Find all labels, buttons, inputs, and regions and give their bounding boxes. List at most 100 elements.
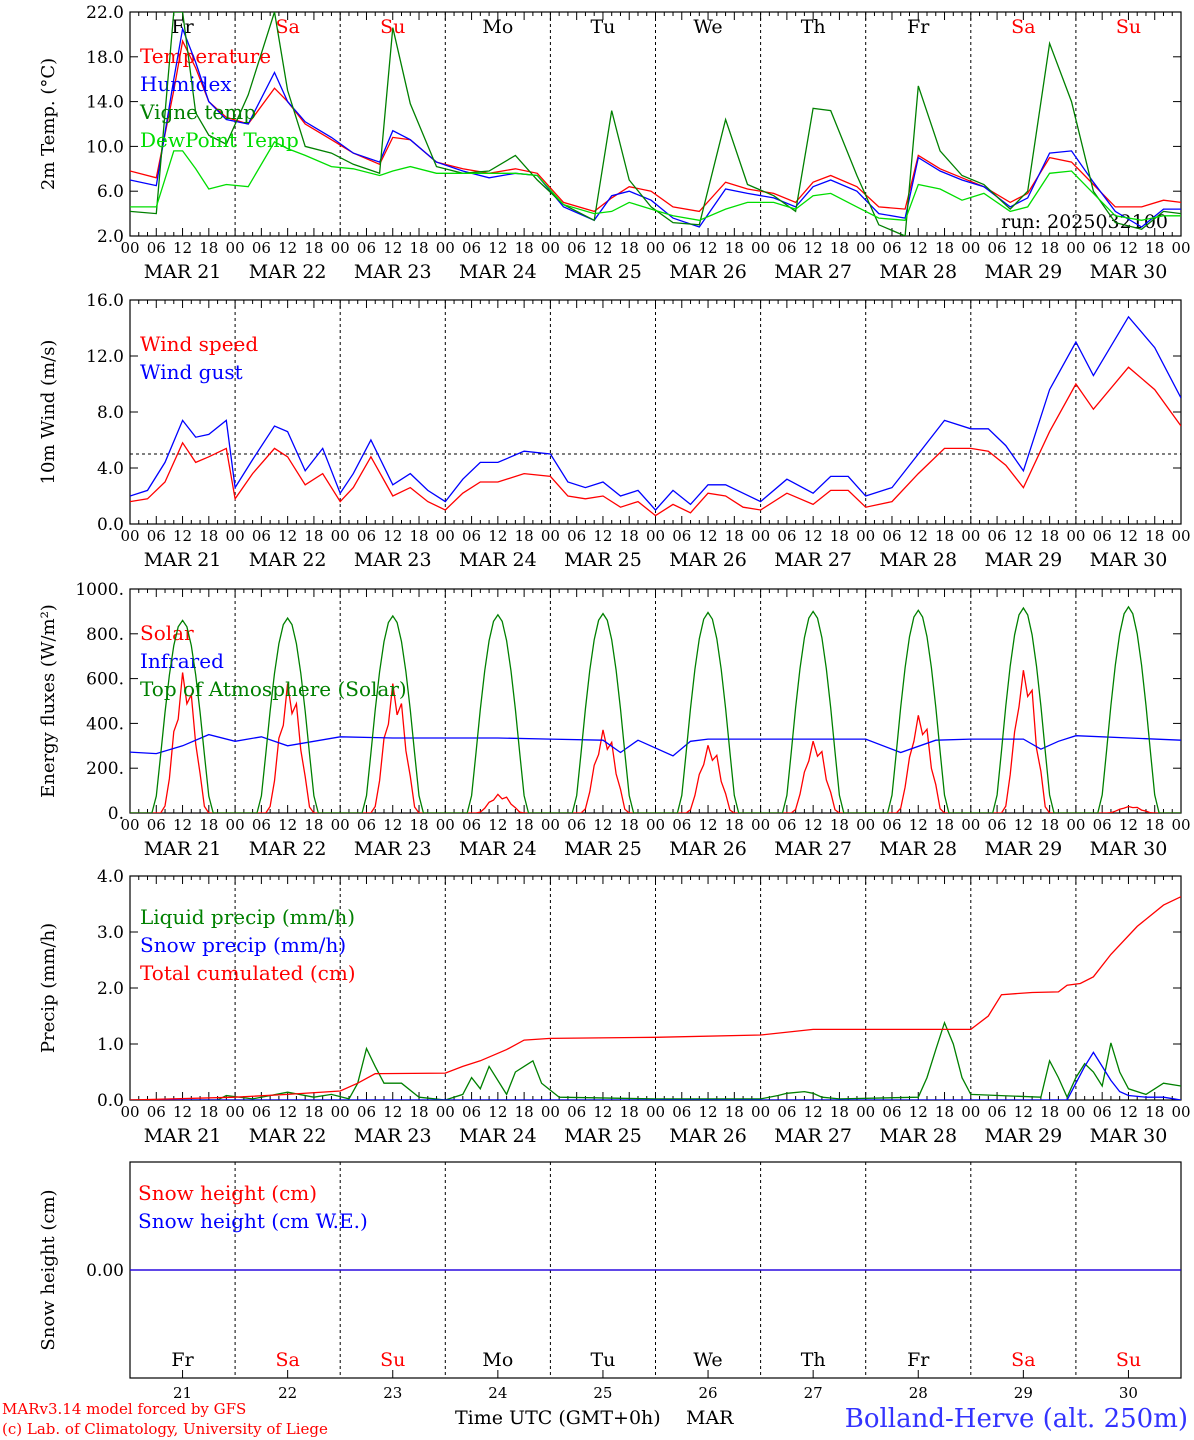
p3-hour-label: 06	[462, 816, 481, 834]
p3-hour-label: 12	[173, 816, 192, 834]
p2-hour-label: 18	[1145, 527, 1164, 545]
x-axis-month: MAR	[686, 1407, 734, 1429]
p1-hour-label: 12	[1119, 239, 1138, 257]
p1-legend-entry: Humidex	[140, 72, 232, 96]
p4-hour-label: 06	[567, 1103, 586, 1121]
p1-y-tick-label: 18.0	[86, 48, 124, 68]
p1-legend-entry: Temperature	[140, 44, 271, 68]
p3-hour-label: 00	[751, 816, 770, 834]
p1-hour-label: 06	[1093, 239, 1112, 257]
p4-series-line	[130, 1051, 1181, 1100]
p4-legend-entry: Total cumulated (cm)	[140, 961, 356, 985]
p2-legend-entry: Wind gust	[140, 360, 243, 384]
p3-hour-label: 18	[935, 816, 954, 834]
p3-hour-label: 18	[620, 816, 639, 834]
p1-hour-label: 06	[567, 239, 586, 257]
p1-hour-label: 00	[226, 239, 245, 257]
p2-hour-label: 06	[777, 527, 796, 545]
p1-hour-label: 00	[120, 239, 139, 257]
p4-date-label: MAR 28	[879, 1125, 957, 1147]
p2-hour-label: 00	[1171, 527, 1190, 545]
p2-hour-label: 18	[199, 527, 218, 545]
p4-y-tick-label: 1.0	[97, 1035, 124, 1055]
p4-date-label: MAR 30	[1090, 1125, 1168, 1147]
p3-hour-label: 12	[278, 816, 297, 834]
p2-series-line	[130, 366, 1181, 517]
p5-day-number: 28	[909, 1384, 928, 1402]
p4-date-label: MAR 25	[564, 1125, 642, 1147]
p1-weekday-label: Fr	[907, 16, 930, 38]
p5-day-number: 25	[593, 1384, 612, 1402]
p3-hour-label: 18	[1145, 816, 1164, 834]
p3-hour-label: 12	[383, 816, 402, 834]
p2-hour-label: 00	[541, 527, 560, 545]
p4-hour-label: 18	[199, 1103, 218, 1121]
meteogram-panels: 00 06 12 18 00 06 12 18 00 06 12 18 00 06 12 18 00 06 12 18…	[38, 3, 1191, 1402]
p3-hour-label: 12	[1014, 816, 1033, 834]
p3-hour-label: 06	[777, 816, 796, 834]
p2-hour-label: 06	[462, 527, 481, 545]
p1-hour-label: 06	[462, 239, 481, 257]
p3-hour-label: 00	[1171, 816, 1190, 834]
p3-date-label: MAR 29	[984, 838, 1062, 860]
p5-day-number: 24	[488, 1384, 507, 1402]
p3-hour-label: 18	[725, 816, 744, 834]
p4-hour-label: 00	[751, 1103, 770, 1121]
p2-hour-label: 06	[252, 527, 271, 545]
p4-date-label: MAR 24	[459, 1125, 537, 1147]
p2-date-label: MAR 27	[774, 549, 852, 571]
p3-hour-label: 06	[252, 816, 271, 834]
p2-hour-label: 18	[935, 527, 954, 545]
p3-hour-label: 18	[409, 816, 428, 834]
p4-hour-label: 12	[593, 1103, 612, 1121]
p3-series-line	[130, 605, 1181, 813]
p1-hour-label: 12	[488, 239, 507, 257]
p3-hour-label: 00	[226, 816, 245, 834]
p3-hour-label: 18	[830, 816, 849, 834]
p3-hour-label: 00	[1066, 816, 1085, 834]
p4-hour-label: 00	[436, 1103, 455, 1121]
p3-hour-label: 00	[541, 816, 560, 834]
p1-series-line	[130, 141, 1181, 221]
p4-hour-label: 06	[357, 1103, 376, 1121]
p1-hour-label: 06	[357, 239, 376, 257]
p2-hour-label: 06	[882, 527, 901, 545]
p2-y-tick-label: 4.0	[97, 459, 124, 479]
p2-hour-label: 12	[1119, 527, 1138, 545]
p3-hour-label: 00	[856, 816, 875, 834]
p2-hour-label: 06	[147, 527, 166, 545]
p1-hour-label: 06	[252, 239, 271, 257]
p3-hour-label: 12	[488, 816, 507, 834]
p3-date-label: MAR 22	[249, 838, 327, 860]
p1-hour-label: 00	[646, 239, 665, 257]
p1-hour-label: 06	[147, 239, 166, 257]
p3-y-axis-label: Energy fluxes (W/m²)	[38, 604, 59, 798]
p1-hour-label: 00	[1171, 239, 1190, 257]
p1-legend-entry: Vigne temp	[139, 100, 256, 124]
p2-hour-label: 18	[304, 527, 323, 545]
p4-hour-label: 18	[515, 1103, 534, 1121]
p4-hour-label: 00	[226, 1103, 245, 1121]
p4-hour-label: 12	[278, 1103, 297, 1121]
p1-hour-label: 18	[725, 239, 744, 257]
p1-hour-label: 00	[436, 239, 455, 257]
p3-y-tick-label: 600.	[86, 670, 124, 690]
p4-hour-label: 18	[935, 1103, 954, 1121]
p5-day-number: 22	[278, 1384, 297, 1402]
p1-hour-label: 00	[856, 239, 875, 257]
p1-hour-label: 12	[699, 239, 718, 257]
p2-date-label: MAR 22	[249, 549, 327, 571]
p5-weekday-label: Fr	[907, 1349, 930, 1371]
p2-frame	[129, 299, 1182, 525]
p4-hour-label: 06	[777, 1103, 796, 1121]
p4-hour-label: 00	[961, 1103, 980, 1121]
p4-hour-label: 12	[488, 1103, 507, 1121]
p2-hour-label: 06	[988, 527, 1007, 545]
p3-hour-label: 06	[567, 816, 586, 834]
p2-hour-label: 00	[226, 527, 245, 545]
p2-y-tick-label: 16.0	[86, 291, 124, 311]
p1-hour-label: 00	[1066, 239, 1085, 257]
p1-date-label: MAR 24	[459, 261, 537, 283]
x-axis-label: Time UTC (GMT+0h)	[455, 1407, 661, 1429]
